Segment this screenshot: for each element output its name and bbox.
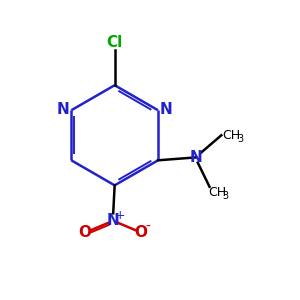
Text: -: - xyxy=(146,220,151,234)
Text: N: N xyxy=(107,213,120,228)
Text: CH: CH xyxy=(223,129,241,142)
Text: Cl: Cl xyxy=(106,35,123,50)
Text: N: N xyxy=(160,102,172,117)
Text: CH: CH xyxy=(208,186,226,199)
Text: +: + xyxy=(114,209,125,222)
Text: 3: 3 xyxy=(223,190,229,201)
Text: N: N xyxy=(57,102,69,117)
Text: O: O xyxy=(79,225,92,240)
Text: O: O xyxy=(135,225,148,240)
Text: N: N xyxy=(190,150,203,165)
Text: 3: 3 xyxy=(237,134,243,144)
